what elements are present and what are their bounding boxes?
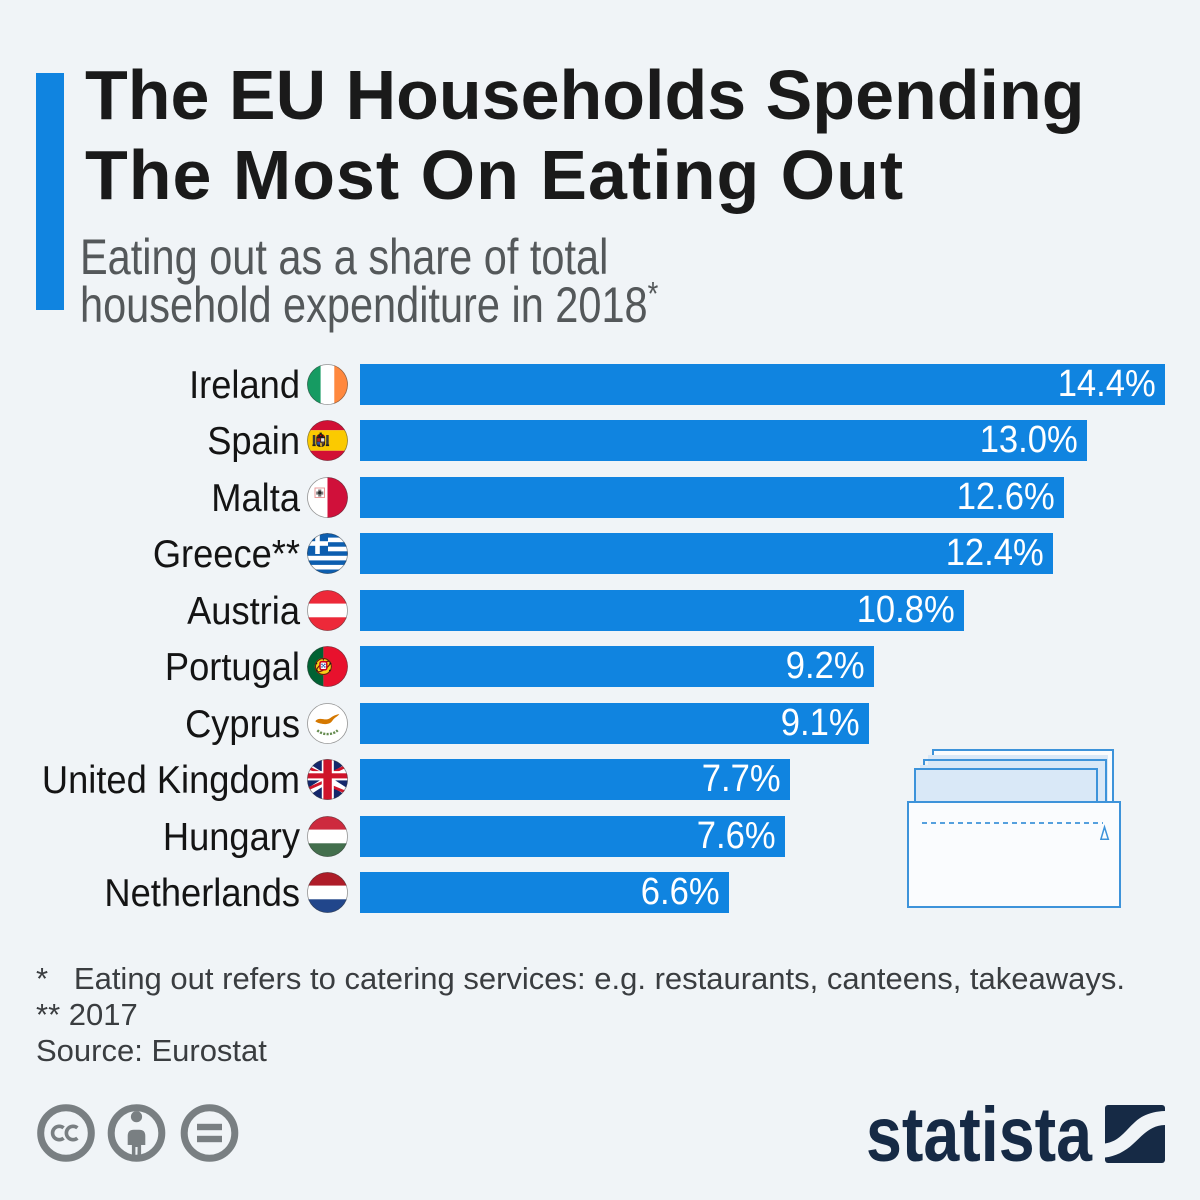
svg-text:statista: statista [866,1092,1093,1178]
